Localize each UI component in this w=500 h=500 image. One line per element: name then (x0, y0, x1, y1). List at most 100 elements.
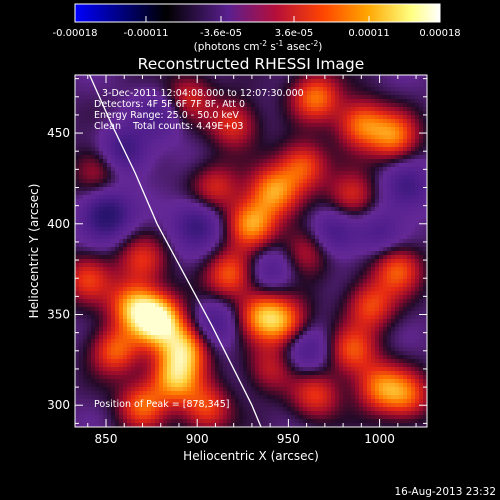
heatmap-cell (295, 259, 300, 264)
heatmap-cell (139, 187, 144, 192)
heatmap-cell (211, 275, 216, 280)
heatmap-cell (175, 119, 180, 124)
heatmap-cell (123, 263, 128, 268)
heatmap-cell (103, 231, 108, 236)
heatmap-cell (291, 279, 296, 284)
heatmap-cell (155, 203, 160, 208)
heatmap-cell (407, 215, 412, 220)
heatmap-cell (387, 191, 392, 196)
heatmap-cell (395, 247, 400, 252)
heatmap-cell (339, 207, 344, 212)
heatmap-cell (103, 207, 108, 212)
heatmap-cell (103, 251, 108, 256)
heatmap-cell (151, 287, 156, 292)
heatmap-cell (99, 151, 104, 156)
heatmap-cell (339, 199, 344, 204)
heatmap-cell (103, 139, 108, 144)
heatmap-cell (123, 79, 128, 84)
heatmap-cell (407, 87, 412, 92)
heatmap-cell (83, 91, 88, 96)
heatmap-cell (271, 223, 276, 228)
heatmap-cell (399, 223, 404, 228)
heatmap-cell (351, 283, 356, 288)
heatmap-cell (399, 143, 404, 148)
heatmap-cell (351, 131, 356, 136)
heatmap-cell (103, 143, 108, 148)
heatmap-cell (379, 295, 384, 300)
heatmap-cell (207, 219, 212, 224)
heatmap-cell (231, 179, 236, 184)
heatmap-cell (395, 219, 400, 224)
heatmap-cell (175, 87, 180, 92)
heatmap-cell (411, 183, 416, 188)
heatmap-cell (415, 195, 420, 200)
heatmap-cell (91, 187, 96, 192)
heatmap-cell (227, 99, 232, 104)
heatmap-cell (351, 291, 356, 296)
heatmap-cell (287, 115, 292, 120)
heatmap-cell (383, 131, 388, 136)
heatmap-cell (139, 111, 144, 116)
heatmap-cell (411, 287, 416, 292)
heatmap-cell (251, 123, 256, 128)
heatmap-cell (411, 283, 416, 288)
heatmap-cell (351, 207, 356, 212)
heatmap-cell (171, 91, 176, 96)
heatmap-cell (75, 247, 80, 252)
heatmap-cell (391, 147, 396, 152)
heatmap-cell (131, 175, 136, 180)
heatmap-cell (395, 139, 400, 144)
heatmap-cell (363, 119, 368, 124)
heatmap-cell (255, 175, 260, 180)
heatmap-cell (119, 247, 124, 252)
heatmap-cell (235, 231, 240, 236)
heatmap-cell (351, 267, 356, 272)
heatmap-cell (319, 99, 324, 104)
heatmap-cell (195, 275, 200, 280)
heatmap-cell (167, 147, 172, 152)
heatmap-cell (375, 223, 380, 228)
heatmap-cell (179, 87, 184, 92)
heatmap-cell (395, 171, 400, 176)
heatmap-cell (219, 127, 224, 132)
heatmap-cell (179, 127, 184, 132)
heatmap-cell (355, 107, 360, 112)
heatmap-cell (343, 163, 348, 168)
heatmap-cell (147, 155, 152, 160)
heatmap-cell (259, 203, 264, 208)
heatmap-cell (415, 163, 420, 168)
heatmap-cell (159, 115, 164, 120)
heatmap-cell (323, 227, 328, 232)
heatmap-cell (179, 279, 184, 284)
heatmap-cell (147, 115, 152, 120)
heatmap-cell (303, 75, 308, 80)
heatmap-cell (403, 151, 408, 156)
heatmap-cell (403, 99, 408, 104)
heatmap-cell (231, 103, 236, 108)
heatmap-cell (295, 135, 300, 140)
heatmap-cell (75, 275, 80, 280)
heatmap-cell (111, 75, 116, 80)
heatmap-cell (319, 279, 324, 284)
heatmap-cell (387, 247, 392, 252)
heatmap-cell (323, 99, 328, 104)
heatmap-cell (395, 183, 400, 188)
heatmap-cell (99, 163, 104, 168)
heatmap-cell (211, 195, 216, 200)
heatmap-cell (79, 171, 84, 176)
heatmap-cell (259, 235, 264, 240)
heatmap-cell (219, 167, 224, 172)
heatmap-cell (319, 79, 324, 84)
heatmap-cell (363, 111, 368, 116)
heatmap-cell (139, 299, 144, 304)
heatmap-cell (147, 175, 152, 180)
heatmap-cell (415, 211, 420, 216)
heatmap-cell (367, 119, 372, 124)
heatmap-cell (211, 123, 216, 128)
heatmap-cell (115, 119, 120, 124)
heatmap-cell (419, 115, 424, 120)
heatmap-cell (383, 135, 388, 140)
heatmap-cell (379, 247, 384, 252)
heatmap-cell (139, 151, 144, 156)
heatmap-cell (147, 267, 152, 272)
